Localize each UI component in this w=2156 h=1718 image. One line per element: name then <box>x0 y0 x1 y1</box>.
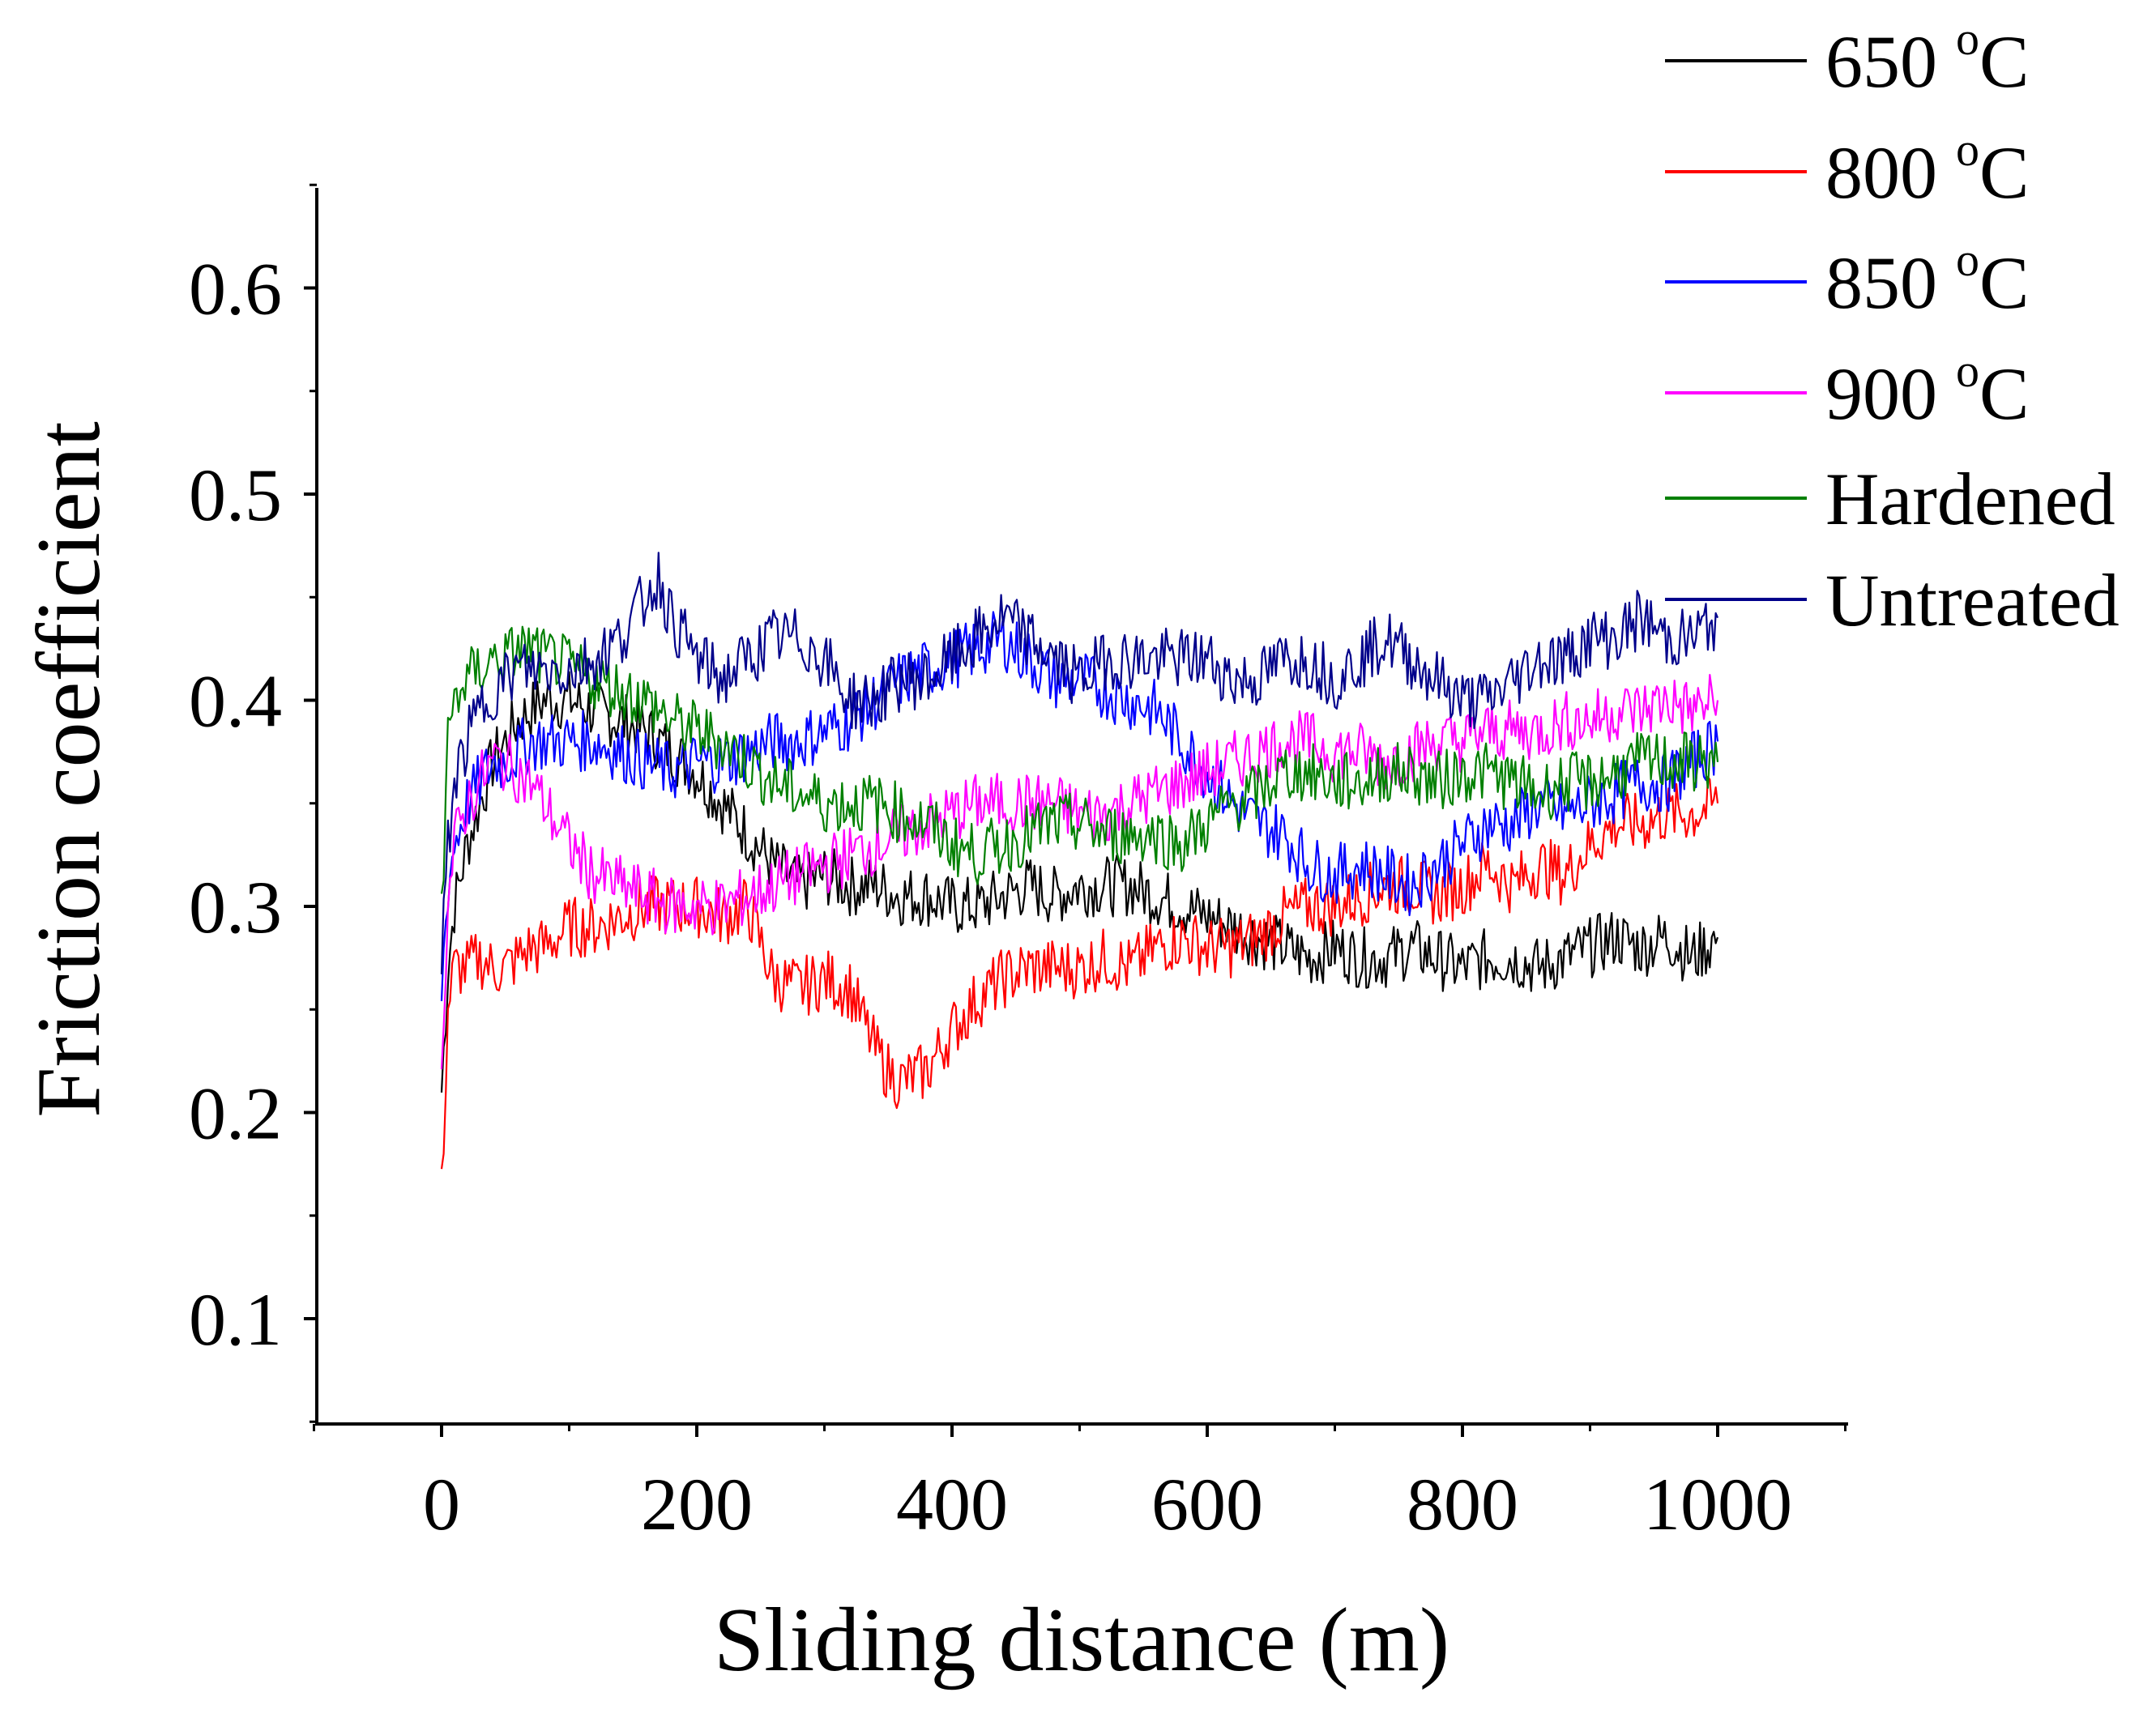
legend: 650 oC 800 oC 850 oC 900 oC Hardened Untreate… <box>1665 12 2120 642</box>
legend-label: 900 oC <box>1825 344 2029 435</box>
legend-item: 850 oC <box>1665 233 2029 324</box>
legend-label: 850 oC <box>1825 233 2029 324</box>
axes-layer: 0.1 0.2 0.3 0.4 0.5 0.6 0 200 400 600 800 1000 Sli… <box>19 183 1848 1690</box>
legend-label: 650 oC <box>1825 12 2029 103</box>
x-tick-label: 200 <box>641 1463 753 1545</box>
y-tick-label: 0.3 <box>189 866 282 949</box>
legend-item: 900 oC <box>1665 344 2029 435</box>
series-layer <box>440 552 1719 1170</box>
series-line-2 <box>440 611 1719 1002</box>
series-line-1 <box>440 775 1719 1170</box>
x-tick-label: 1000 <box>1643 1463 1792 1545</box>
y-tick-label: 0.5 <box>189 454 282 536</box>
series-line-5 <box>440 552 1719 974</box>
legend-label: Untreated <box>1825 559 2120 642</box>
y-tick-label: 0.1 <box>189 1278 282 1361</box>
legend-label: Hardened <box>1825 458 2115 540</box>
x-tick-label: 0 <box>423 1463 460 1545</box>
x-tick-label: 800 <box>1407 1463 1518 1545</box>
x-ticks: 0 200 400 600 800 1000 <box>313 1424 1846 1545</box>
y-ticks: 0.1 0.2 0.3 0.4 0.5 0.6 <box>189 183 317 1423</box>
legend-label: 800 oC <box>1825 123 2029 214</box>
series-line-0 <box>440 671 1719 1093</box>
y-tick-label: 0.2 <box>189 1072 282 1155</box>
y-tick-label: 0.6 <box>189 248 282 330</box>
legend-item: 800 oC <box>1665 123 2029 214</box>
x-tick-label: 400 <box>896 1463 1008 1545</box>
y-axis-title: Friction coefficient <box>19 421 119 1117</box>
legend-item: Untreated <box>1665 559 2120 642</box>
x-tick-label: 600 <box>1151 1463 1263 1545</box>
series-line-4 <box>440 625 1719 894</box>
legend-item: 650 oC <box>1665 12 2029 103</box>
legend-item: Hardened <box>1665 458 2115 540</box>
y-tick-label: 0.4 <box>189 660 282 743</box>
x-axis-title: Sliding distance (m) <box>714 1590 1449 1690</box>
